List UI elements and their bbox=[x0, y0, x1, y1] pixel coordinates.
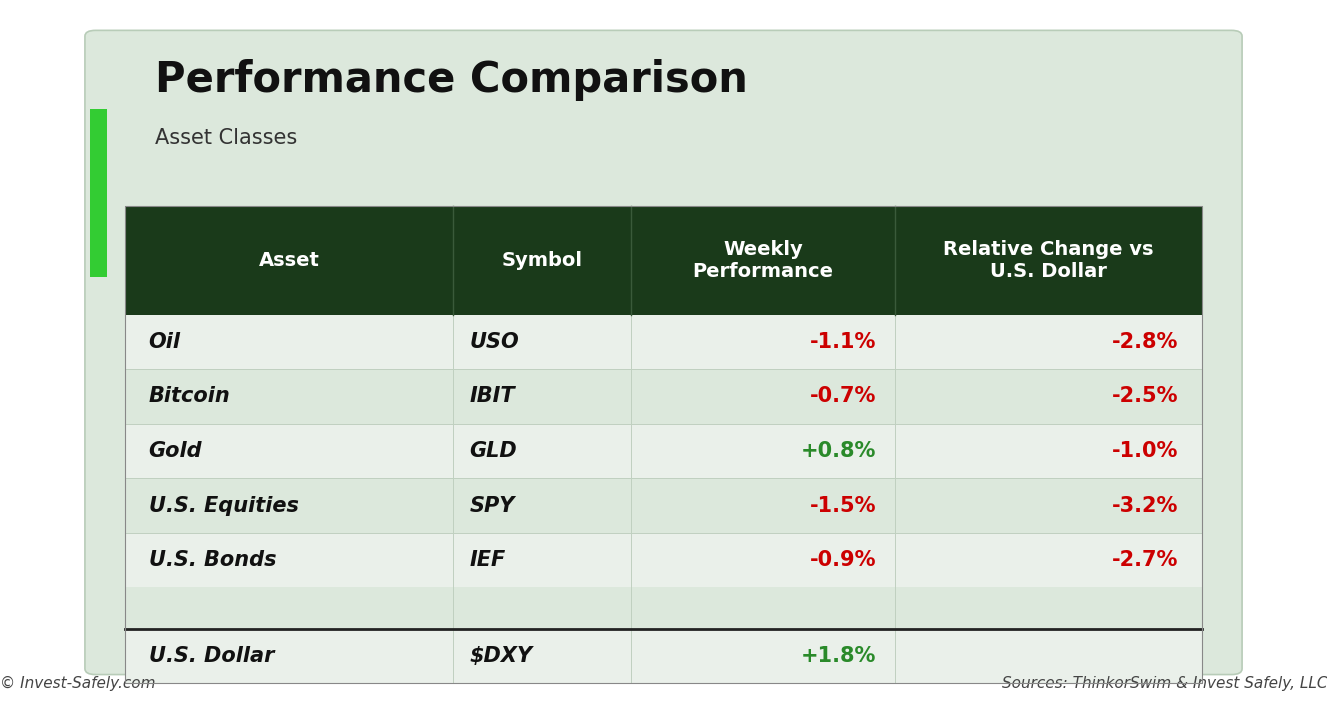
Text: Asset: Asset bbox=[259, 251, 320, 270]
Text: IBIT: IBIT bbox=[470, 386, 515, 406]
Text: U.S. Bonds: U.S. Bonds bbox=[149, 550, 276, 570]
Bar bbox=[125, 533, 1202, 587]
Text: Performance Comparison: Performance Comparison bbox=[155, 59, 748, 101]
Bar bbox=[125, 424, 1202, 479]
Bar bbox=[125, 315, 1202, 369]
Bar bbox=[125, 206, 1202, 315]
Text: -2.5%: -2.5% bbox=[1112, 386, 1178, 406]
Bar bbox=[90, 109, 107, 277]
Text: Oil: Oil bbox=[149, 332, 180, 352]
Text: U.S. Equities: U.S. Equities bbox=[149, 495, 299, 515]
Text: IEF: IEF bbox=[470, 550, 506, 570]
Text: +1.8%: +1.8% bbox=[802, 646, 877, 666]
Text: USO: USO bbox=[470, 332, 519, 352]
Text: -1.1%: -1.1% bbox=[811, 332, 877, 352]
Text: -1.5%: -1.5% bbox=[809, 495, 877, 515]
Text: $DXY: $DXY bbox=[470, 646, 532, 666]
Text: U.S. Dollar: U.S. Dollar bbox=[149, 646, 273, 666]
Bar bbox=[125, 369, 1202, 424]
Text: -0.7%: -0.7% bbox=[811, 386, 877, 406]
Text: Asset Classes: Asset Classes bbox=[155, 128, 297, 148]
Text: -2.8%: -2.8% bbox=[1112, 332, 1178, 352]
Text: Bitcoin: Bitcoin bbox=[149, 386, 231, 406]
Text: +0.8%: +0.8% bbox=[802, 441, 877, 461]
Text: -1.0%: -1.0% bbox=[1112, 441, 1178, 461]
FancyBboxPatch shape bbox=[85, 30, 1242, 675]
Text: Symbol: Symbol bbox=[502, 251, 583, 270]
Bar bbox=[125, 629, 1202, 683]
Text: GLD: GLD bbox=[470, 441, 518, 461]
Text: -2.7%: -2.7% bbox=[1112, 550, 1178, 570]
Bar bbox=[125, 587, 1202, 629]
Text: Gold: Gold bbox=[149, 441, 202, 461]
Text: Weekly
Performance: Weekly Performance bbox=[693, 240, 833, 281]
Text: Relative Change vs
U.S. Dollar: Relative Change vs U.S. Dollar bbox=[943, 240, 1154, 281]
Text: Sources: ThinkorSwim & Invest Safely, LLC: Sources: ThinkorSwim & Invest Safely, LL… bbox=[1002, 676, 1327, 691]
Text: SPY: SPY bbox=[470, 495, 515, 515]
Text: -3.2%: -3.2% bbox=[1112, 495, 1178, 515]
Text: © Invest-Safely.com: © Invest-Safely.com bbox=[0, 676, 155, 691]
Text: -0.9%: -0.9% bbox=[809, 550, 877, 570]
Bar bbox=[125, 479, 1202, 533]
